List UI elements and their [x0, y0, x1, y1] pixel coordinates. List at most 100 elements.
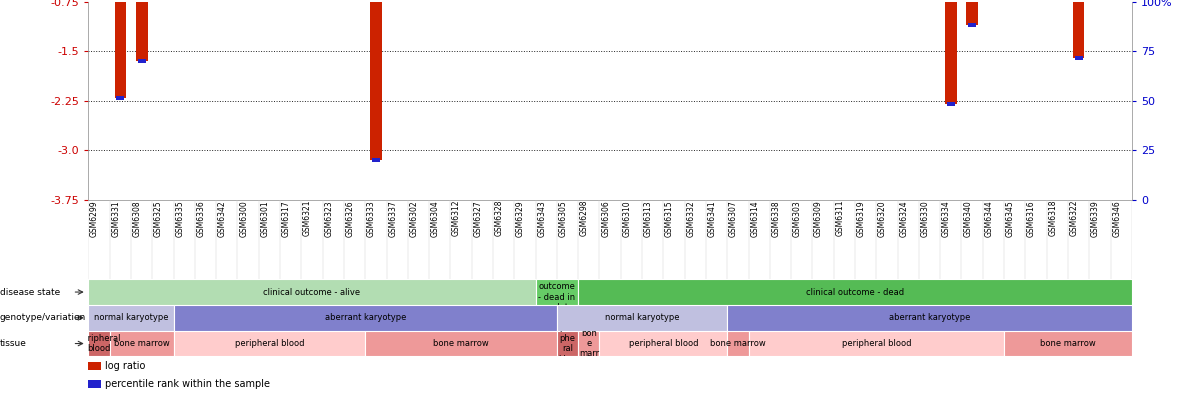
Text: bone marrow: bone marrow [114, 339, 170, 348]
Text: GSM6338: GSM6338 [771, 200, 780, 236]
Text: GSM6333: GSM6333 [367, 200, 376, 237]
Text: aberrant karyotype: aberrant karyotype [889, 313, 970, 322]
Text: GSM6308: GSM6308 [133, 200, 141, 236]
Bar [1073, 2, 1085, 58]
Text: GSM6317: GSM6317 [282, 200, 291, 236]
Bar [136, 2, 147, 61]
Text: GSM6318: GSM6318 [1048, 200, 1058, 236]
Text: GSM6329: GSM6329 [516, 200, 525, 236]
Text: clinical outcome - dead: clinical outcome - dead [806, 287, 904, 297]
Bar [578, 331, 599, 356]
Text: percentile rank within the sample: percentile rank within the sample [105, 379, 270, 389]
Text: GSM6302: GSM6302 [409, 200, 419, 236]
Text: GSM6314: GSM6314 [750, 200, 759, 236]
Bar [173, 305, 556, 331]
Text: GSM6306: GSM6306 [601, 200, 611, 237]
Text: GSM6315: GSM6315 [665, 200, 674, 236]
Text: peripheral
blood: peripheral blood [78, 334, 120, 353]
Text: disease state: disease state [0, 287, 60, 297]
Text: GSM6309: GSM6309 [814, 200, 823, 237]
Text: GSM6343: GSM6343 [538, 200, 546, 237]
Text: GSM6312: GSM6312 [452, 200, 461, 236]
Text: peri
phe
ral
bloo: peri phe ral bloo [559, 324, 577, 364]
Bar [599, 331, 727, 356]
Text: bone marrow: bone marrow [433, 339, 489, 348]
Text: GSM6323: GSM6323 [324, 200, 334, 236]
Bar [88, 305, 173, 331]
Bar [110, 331, 173, 356]
Text: bone marrow: bone marrow [710, 339, 766, 348]
Text: GSM6311: GSM6311 [836, 200, 844, 236]
Text: bon
e
marr: bon e marr [579, 329, 599, 358]
Bar [88, 362, 100, 370]
Text: GSM6321: GSM6321 [303, 200, 312, 236]
Text: GSM6341: GSM6341 [707, 200, 717, 236]
Text: GSM6307: GSM6307 [729, 200, 738, 237]
Text: GSM6330: GSM6330 [921, 200, 929, 237]
Text: GSM6326: GSM6326 [345, 200, 355, 236]
Text: GSM6342: GSM6342 [218, 200, 226, 236]
Text: GSM6331: GSM6331 [111, 200, 120, 236]
Text: GSM6324: GSM6324 [900, 200, 908, 236]
Bar [1005, 331, 1132, 356]
Bar [749, 331, 1005, 356]
Bar [727, 305, 1132, 331]
Bar [578, 279, 1132, 305]
Bar [117, 96, 125, 100]
Bar [727, 331, 749, 356]
Text: genotype/variation: genotype/variation [0, 313, 86, 322]
Bar [138, 59, 146, 63]
Bar [365, 331, 556, 356]
Bar [556, 305, 727, 331]
Text: GSM6340: GSM6340 [963, 200, 973, 237]
Text: GSM6346: GSM6346 [1112, 200, 1121, 237]
Text: GSM6299: GSM6299 [90, 200, 99, 236]
Bar [88, 331, 110, 356]
Text: clinical
outcome
- dead in
complete r: clinical outcome - dead in complete r [534, 272, 580, 312]
Bar [947, 102, 955, 106]
Text: GSM6325: GSM6325 [154, 200, 163, 236]
Text: peripheral blood: peripheral blood [842, 339, 911, 348]
Text: GSM6332: GSM6332 [686, 200, 696, 236]
Text: GSM6328: GSM6328 [495, 200, 503, 236]
Text: GSM6304: GSM6304 [430, 200, 440, 237]
Text: GSM6336: GSM6336 [197, 200, 205, 237]
Text: peripheral blood: peripheral blood [628, 339, 698, 348]
Text: GSM6335: GSM6335 [176, 200, 184, 237]
Bar [88, 279, 535, 305]
Text: bone marrow: bone marrow [1040, 339, 1095, 348]
Text: GSM6319: GSM6319 [857, 200, 865, 236]
Text: GSM6339: GSM6339 [1091, 200, 1100, 237]
Text: GSM6320: GSM6320 [878, 200, 887, 236]
Text: GSM6316: GSM6316 [1027, 200, 1036, 236]
Bar [173, 331, 365, 356]
Text: normal karyotype: normal karyotype [94, 313, 169, 322]
Text: GSM6310: GSM6310 [623, 200, 632, 236]
Text: GSM6334: GSM6334 [942, 200, 950, 237]
Text: GSM6300: GSM6300 [239, 200, 248, 237]
Bar [556, 331, 578, 356]
Text: peripheral blood: peripheral blood [235, 339, 304, 348]
Text: GSM6345: GSM6345 [1006, 200, 1015, 237]
Bar [88, 380, 100, 388]
Bar [371, 158, 380, 162]
Text: GSM6305: GSM6305 [559, 200, 567, 237]
Text: GSM6313: GSM6313 [644, 200, 653, 236]
Text: GSM6298: GSM6298 [580, 200, 588, 236]
Text: GSM6322: GSM6322 [1069, 200, 1079, 236]
Text: normal karyotype: normal karyotype [605, 313, 679, 322]
Text: GSM6337: GSM6337 [388, 200, 397, 237]
Text: GSM6327: GSM6327 [473, 200, 482, 236]
Bar [370, 2, 382, 160]
Text: clinical outcome - alive: clinical outcome - alive [263, 287, 361, 297]
Bar [946, 2, 956, 104]
Bar [114, 2, 126, 98]
Text: GSM6303: GSM6303 [792, 200, 802, 237]
Text: log ratio: log ratio [105, 362, 145, 371]
Bar [1074, 56, 1082, 60]
Bar [968, 23, 976, 27]
Bar [967, 2, 979, 25]
Text: tissue: tissue [0, 339, 27, 348]
Text: aberrant karyotype: aberrant karyotype [324, 313, 406, 322]
Text: GSM6344: GSM6344 [984, 200, 994, 237]
